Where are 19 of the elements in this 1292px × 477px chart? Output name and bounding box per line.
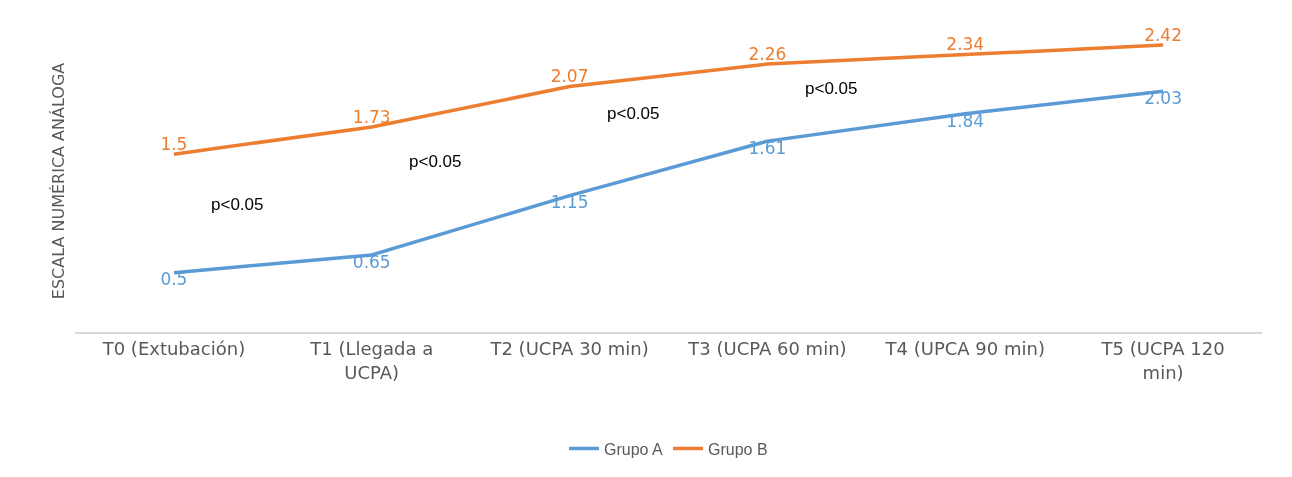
legend-label: Grupo B: [708, 440, 768, 458]
annotation: p<0.05: [409, 152, 462, 171]
annotation: p<0.05: [211, 195, 264, 214]
data-label: 2.07: [550, 66, 589, 87]
data-label: 2.26: [748, 43, 787, 64]
y-axis-title: ESCALA NUMÉRICA ANÁLOGA: [48, 62, 68, 300]
data-label: 2.42: [1144, 24, 1183, 45]
x-tick-label: T5 (UCPA 120 min): [1100, 338, 1225, 383]
data-label: 2.34: [946, 34, 985, 55]
legend-label: Grupo A: [604, 440, 664, 458]
x-tick-label: T2 (UCPA 30 min): [489, 338, 649, 360]
x-tick-label: T1 (Llegada a UCPA): [309, 338, 434, 383]
data-label: 1.5: [160, 133, 188, 154]
annotation: p<0.05: [607, 104, 660, 123]
x-tick-label: T3 (UCPA 60 min): [687, 338, 847, 360]
x-tick-label: T0 (Extubación): [101, 338, 246, 360]
annotation: p<0.05: [805, 79, 858, 98]
data-label: 1.73: [352, 106, 391, 127]
x-tick-label: T4 (UPCA 90 min): [884, 338, 1045, 360]
